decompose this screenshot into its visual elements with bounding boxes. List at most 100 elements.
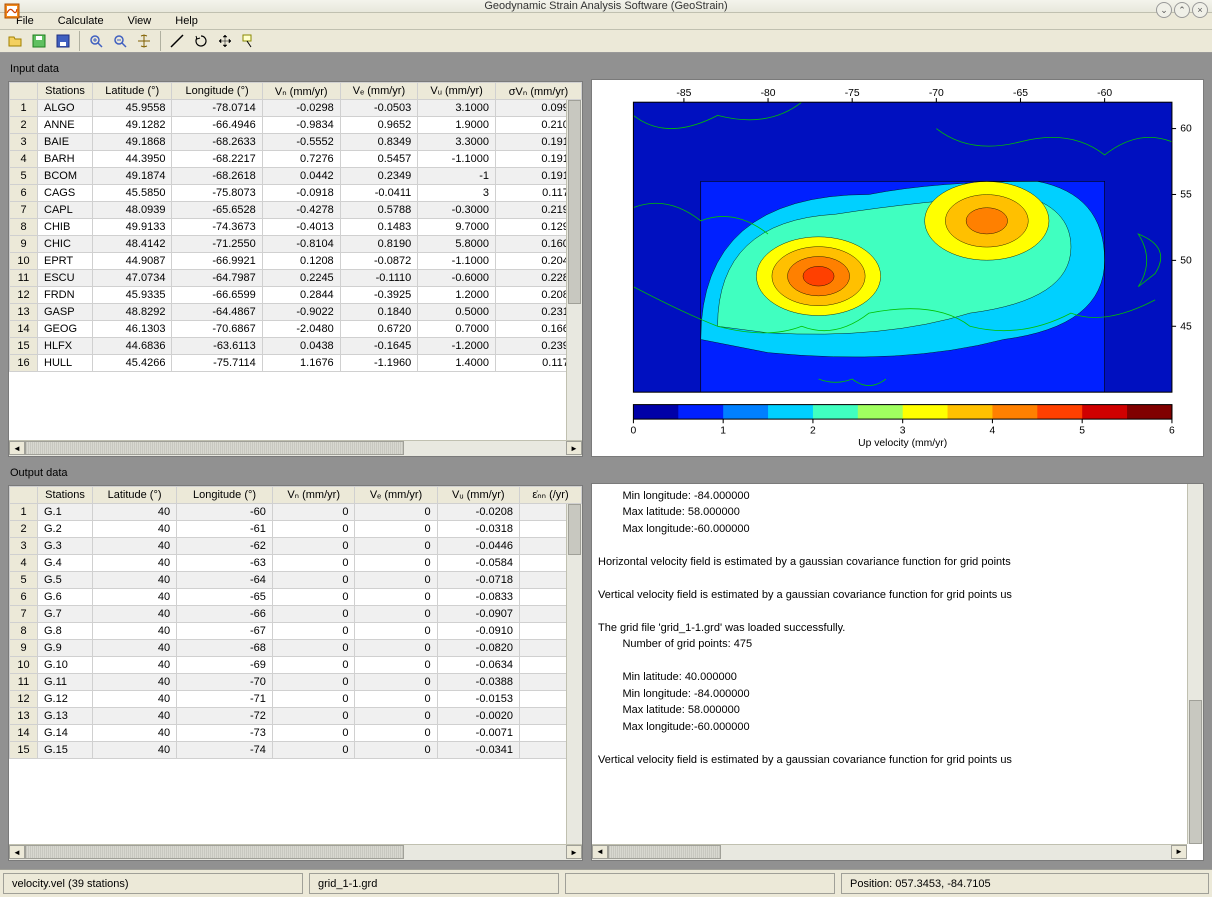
svg-text:Up velocity (mm/yr): Up velocity (mm/yr) <box>858 438 947 449</box>
input-table-wrap: StationsLatitude (°)Longitude (°)Vₙ (mm/… <box>8 81 583 457</box>
save-figure-icon[interactable] <box>28 30 50 52</box>
table-row[interactable]: 5BCOM49.1874-68.26180.04420.2349-10.1913 <box>10 168 582 185</box>
scroll-left-icon[interactable]: ◄ <box>592 845 608 859</box>
table-row[interactable]: 2G.240-6100-0.0318 <box>10 520 582 537</box>
table-row[interactable]: 16HULL45.4266-75.71141.1676-1.19601.4000… <box>10 355 582 372</box>
datacursor-icon[interactable] <box>238 30 260 52</box>
menubar: File Calculate View Help <box>0 13 1212 30</box>
table-row[interactable]: 3BAIE49.1868-68.2633-0.55520.83493.30000… <box>10 134 582 151</box>
rotate-icon[interactable] <box>190 30 212 52</box>
table-row[interactable]: 12G.1240-7100-0.0153 <box>10 690 582 707</box>
open-icon[interactable] <box>4 30 26 52</box>
close-button[interactable]: × <box>1192 2 1208 18</box>
scroll-right-icon[interactable]: ► <box>1171 845 1187 859</box>
log-vscrollbar[interactable] <box>1187 484 1203 844</box>
scroll-right-icon[interactable]: ► <box>566 845 582 859</box>
table-row[interactable]: 8G.840-6700-0.0910 <box>10 622 582 639</box>
table-row[interactable]: 11ESCU47.0734-64.79870.2245-0.1110-0.600… <box>10 270 582 287</box>
table-row[interactable]: 10EPRT44.9087-66.99210.1208-0.0872-1.100… <box>10 253 582 270</box>
output-data-panel: Output data StationsLatitude (°)Longitud… <box>8 465 583 861</box>
svg-text:60: 60 <box>1180 124 1192 135</box>
svg-text:6: 6 <box>1169 426 1175 437</box>
svg-text:-80: -80 <box>761 88 776 99</box>
svg-text:3: 3 <box>900 426 906 437</box>
move-icon[interactable] <box>214 30 236 52</box>
zoom-out-icon[interactable] <box>109 30 131 52</box>
svg-text:-75: -75 <box>845 88 860 99</box>
menu-view[interactable]: View <box>118 13 162 29</box>
svg-text:-60: -60 <box>1097 88 1112 99</box>
svg-text:1: 1 <box>720 426 726 437</box>
pan-icon[interactable] <box>133 30 155 52</box>
table-row[interactable]: 7CAPL48.0939-65.6528-0.42780.5788-0.3000… <box>10 202 582 219</box>
table-row[interactable]: 7G.740-6600-0.0907 <box>10 605 582 622</box>
output-hscrollbar[interactable]: ◄ ► <box>9 844 582 860</box>
toolbar <box>0 30 1212 53</box>
table-row[interactable]: 6G.640-6500-0.0833 <box>10 588 582 605</box>
toolbar-separator <box>160 31 161 51</box>
ruler-icon[interactable] <box>166 30 188 52</box>
table-row[interactable]: 9G.940-6800-0.0820 <box>10 639 582 656</box>
scroll-left-icon[interactable]: ◄ <box>9 845 25 859</box>
log-panel[interactable]: Min longitude: -84.000000 Max latitude: … <box>591 483 1204 861</box>
log-hscrollbar[interactable]: ◄ ► <box>592 844 1187 860</box>
input-hscrollbar[interactable]: ◄ ► <box>9 440 582 456</box>
app-icon <box>4 3 20 19</box>
table-row[interactable]: 14G.1440-7300-0.0071 <box>10 724 582 741</box>
statusbar: velocity.vel (39 stations) grid_1-1.grd … <box>0 869 1212 897</box>
svg-text:-85: -85 <box>676 88 691 99</box>
table-row[interactable]: 1ALGO45.9558-78.0714-0.0298-0.05033.1000… <box>10 100 582 117</box>
maximize-button[interactable]: ⌃ <box>1174 2 1190 18</box>
table-row[interactable]: 9CHIC48.4142-71.2550-0.81040.81905.80000… <box>10 236 582 253</box>
input-panel-title: Input data <box>8 61 583 81</box>
svg-text:2: 2 <box>810 426 816 437</box>
status-empty <box>565 873 835 894</box>
menu-help[interactable]: Help <box>165 13 208 29</box>
table-row[interactable]: 12FRDN45.9335-66.65990.2844-0.39251.2000… <box>10 287 582 304</box>
status-position: Position: 057.3453, -84.7105 <box>841 873 1209 894</box>
output-table-wrap: StationsLatitude (°)Longitude (°)Vₙ (mm/… <box>8 485 583 861</box>
table-row[interactable]: 3G.340-6200-0.0446 <box>10 537 582 554</box>
svg-text:50: 50 <box>1180 255 1192 266</box>
input-table[interactable]: StationsLatitude (°)Longitude (°)Vₙ (mm/… <box>9 82 582 372</box>
table-row[interactable]: 10G.1040-6900-0.0634 <box>10 656 582 673</box>
contour-chart[interactable]: -85-80-75-70-65-60455055600123456Up velo… <box>591 79 1204 457</box>
table-row[interactable]: 1G.140-6000-0.0208 <box>10 503 582 520</box>
scroll-right-icon[interactable]: ► <box>566 441 582 455</box>
table-row[interactable]: 11G.1140-7000-0.0388 <box>10 673 582 690</box>
svg-text:-65: -65 <box>1013 88 1028 99</box>
svg-text:4: 4 <box>990 426 996 437</box>
output-table[interactable]: StationsLatitude (°)Longitude (°)Vₙ (mm/… <box>9 486 582 759</box>
toolbar-separator <box>79 31 80 51</box>
minimize-button[interactable]: ⌄ <box>1156 2 1172 18</box>
scroll-left-icon[interactable]: ◄ <box>9 441 25 455</box>
log-panel-wrap: Min longitude: -84.000000 Max latitude: … <box>591 465 1204 861</box>
status-grid: grid_1-1.grd <box>309 873 559 894</box>
svg-text:45: 45 <box>1180 321 1192 332</box>
table-row[interactable]: 2ANNE49.1282-66.4946-0.98340.96521.90000… <box>10 117 582 134</box>
table-row[interactable]: 13GASP48.8292-64.4867-0.90220.18400.5000… <box>10 304 582 321</box>
table-row[interactable]: 6CAGS45.5850-75.8073-0.0918-0.041130.117… <box>10 185 582 202</box>
table-row[interactable]: 15HLFX44.6836-63.61130.0438-0.1645-1.200… <box>10 338 582 355</box>
input-data-panel: Input data StationsLatitude (°)Longitude… <box>8 61 583 457</box>
svg-text:55: 55 <box>1180 190 1192 201</box>
table-row[interactable]: 5G.540-6400-0.0718 <box>10 571 582 588</box>
table-row[interactable]: 8CHIB49.9133-74.3673-0.40130.14839.70000… <box>10 219 582 236</box>
status-file: velocity.vel (39 stations) <box>3 873 303 894</box>
table-row[interactable]: 4G.440-6300-0.0584 <box>10 554 582 571</box>
window-title: Geodynamic Strain Analysis Software (Geo… <box>484 0 727 12</box>
zoom-in-icon[interactable] <box>85 30 107 52</box>
output-vscrollbar[interactable] <box>566 504 582 844</box>
chart-panel-wrap: -85-80-75-70-65-60455055600123456Up velo… <box>591 61 1204 457</box>
window-controls: ⌄ ⌃ × <box>1156 2 1208 18</box>
menu-calculate[interactable]: Calculate <box>48 13 114 29</box>
output-panel-title: Output data <box>8 465 583 485</box>
titlebar: Geodynamic Strain Analysis Software (Geo… <box>0 0 1212 13</box>
table-row[interactable]: 15G.1540-7400-0.0341 <box>10 741 582 758</box>
table-row[interactable]: 4BARH44.3950-68.22170.72760.5457-1.10000… <box>10 151 582 168</box>
input-vscrollbar[interactable] <box>566 100 582 440</box>
table-row[interactable]: 13G.1340-7200-0.0020 <box>10 707 582 724</box>
table-row[interactable]: 14GEOG46.1303-70.6867-2.04800.67200.7000… <box>10 321 582 338</box>
log-text: Min longitude: -84.000000 Max latitude: … <box>598 488 1197 769</box>
save-icon[interactable] <box>52 30 74 52</box>
